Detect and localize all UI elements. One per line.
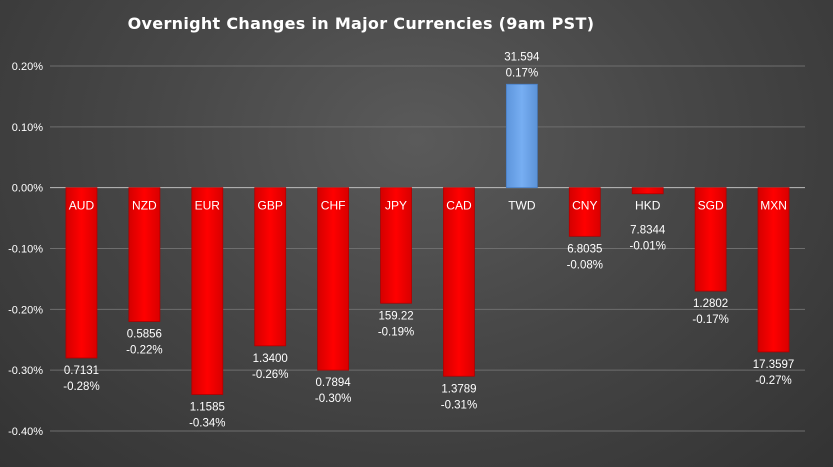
y-tick-label: 0.00%: [12, 183, 43, 195]
y-tick-label: 0.20%: [12, 61, 43, 73]
rate-label: 1.3789: [441, 383, 476, 395]
bar-jpy: [380, 187, 412, 304]
bar-aud: [65, 187, 98, 359]
y-tick-label: -0.40%: [8, 426, 43, 438]
percent-label: -0.01%: [629, 241, 665, 253]
rate-label: 1.2802: [693, 298, 728, 310]
percent-label: -0.08%: [567, 259, 603, 271]
category-label: GBP: [258, 199, 283, 213]
percent-label: -0.30%: [315, 393, 351, 405]
rate-label: 1.1585: [190, 402, 225, 414]
rate-label: 1.3400: [253, 353, 288, 365]
percent-label: -0.31%: [441, 399, 477, 411]
percent-label: -0.27%: [755, 375, 791, 387]
percent-label: 0.17%: [506, 67, 539, 79]
rate-label: 31.594: [504, 51, 540, 63]
percent-label: -0.34%: [189, 418, 225, 430]
category-label: MXN: [760, 199, 787, 213]
bar-hkd: [631, 187, 664, 195]
bar-chf: [317, 187, 350, 371]
percent-label: -0.28%: [63, 381, 99, 393]
bar-eur: [191, 187, 224, 395]
y-tick-label: -0.10%: [8, 244, 43, 256]
percent-label: -0.19%: [378, 326, 414, 338]
bar-cad: [443, 187, 475, 377]
category-label: AUD: [69, 199, 95, 213]
percent-label: -0.17%: [692, 314, 728, 326]
y-tick-label: 0.10%: [12, 122, 43, 134]
rate-label: 7.8344: [630, 225, 666, 237]
category-label: CNY: [572, 199, 597, 213]
category-label: JPY: [385, 199, 407, 213]
percent-label: -0.22%: [126, 345, 162, 357]
bar-gbp: [254, 187, 287, 347]
rate-label: 159.22: [378, 310, 413, 322]
y-tick-label: -0.30%: [8, 365, 43, 377]
y-tick-label: -0.20%: [8, 304, 43, 316]
bar-twd: [505, 83, 538, 189]
bar-sgd: [694, 187, 727, 292]
category-label: CAD: [446, 199, 472, 213]
bar-mxn: [757, 187, 790, 353]
rate-label: 17.3597: [753, 359, 795, 371]
chart-title: Overnight Changes in Major Currencies (9…: [127, 14, 595, 33]
rate-label: 0.7131: [64, 365, 99, 377]
bar-cny: [568, 187, 601, 237]
rate-label: 0.5856: [127, 329, 162, 341]
rate-label: 0.7894: [316, 377, 352, 389]
category-label: SGD: [698, 199, 724, 213]
category-label: EUR: [195, 199, 221, 213]
category-label: HKD: [635, 199, 661, 213]
category-label: CHF: [321, 199, 346, 213]
bar-nzd: [128, 187, 161, 322]
category-label: NZD: [132, 199, 157, 213]
category-label: TWD: [508, 199, 536, 213]
rate-label: 6.8035: [567, 243, 602, 255]
percent-label: -0.26%: [252, 369, 288, 381]
